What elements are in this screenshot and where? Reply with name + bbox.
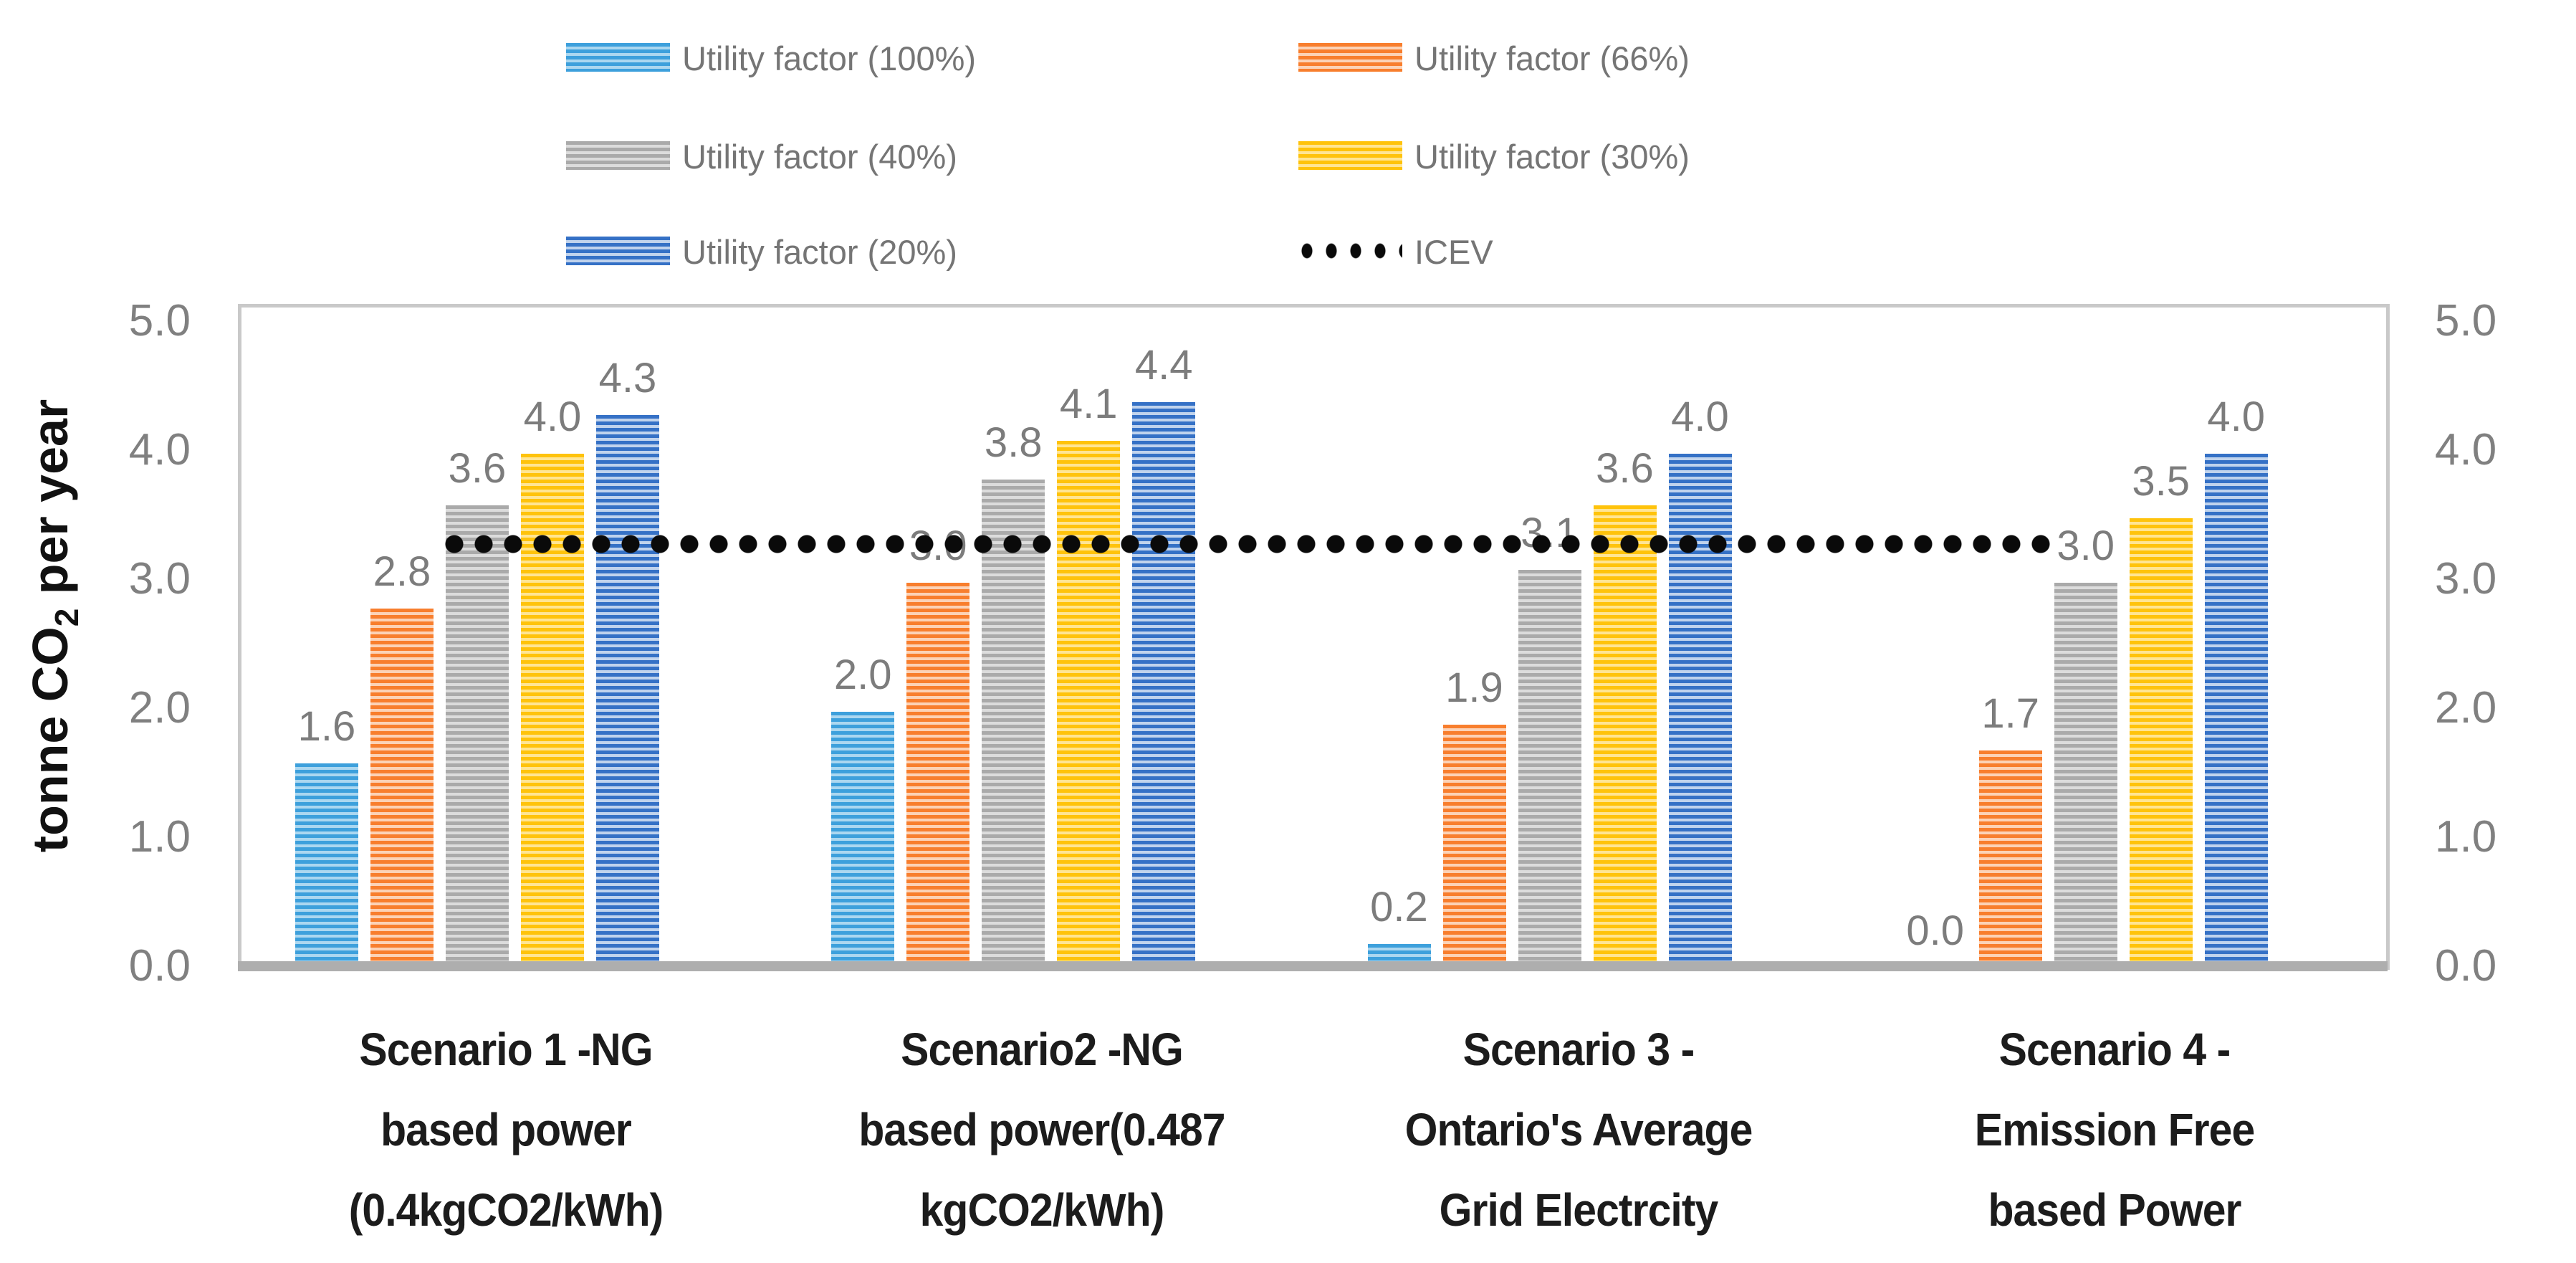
y-axis-title-subscript: 2 xyxy=(48,608,85,627)
bar-utility-factor-20-scenario-1 xyxy=(596,415,659,970)
y-tick-label-left-5.0: 5.0 xyxy=(128,296,191,345)
data-label-utility-factor-30-scenario-1: 4.0 xyxy=(523,394,582,440)
legend-label: ICEV xyxy=(1414,233,1493,271)
data-label-utility-factor-20-scenario-3: 4.0 xyxy=(1671,394,1729,440)
legend-label: Utility factor (40%) xyxy=(682,138,957,176)
legend-label: Utility factor (66%) xyxy=(1414,39,1690,77)
y-tick-label-left-4.0: 4.0 xyxy=(128,425,191,475)
bar-group-scenario-2: 2.03.03.84.14.4 xyxy=(777,308,1313,970)
data-label-utility-factor-30-scenario-4: 3.5 xyxy=(2132,458,2190,505)
bar-utility-factor-40-scenario-2 xyxy=(982,480,1045,970)
legend-label: Utility factor (20%) xyxy=(682,233,957,271)
bar-utility-factor-20-scenario-3 xyxy=(1668,454,1732,970)
bar-utility-factor-30-scenario-1 xyxy=(521,454,584,970)
data-label-utility-factor-100-scenario-2: 2.0 xyxy=(833,652,892,698)
category-label-line: Ontario's Average xyxy=(1404,1104,1753,1155)
category-label-line: based power xyxy=(380,1104,632,1155)
data-label-utility-factor-66-scenario-3: 1.9 xyxy=(1445,664,1503,711)
y-tick-label-right-2.0: 2.0 xyxy=(2435,683,2497,733)
bar-utility-factor-40-scenario-4 xyxy=(2054,583,2117,970)
category-label-line: Emission Free xyxy=(1974,1104,2255,1155)
y-tick-label-right-5.0: 5.0 xyxy=(2435,296,2497,345)
bar-utility-factor-30-scenario-3 xyxy=(1593,505,1657,970)
category-label-line: based Power xyxy=(1988,1184,2241,1236)
data-label-utility-factor-100-scenario-4: 0.0 xyxy=(1906,907,1965,954)
data-label-utility-factor-40-scenario-4: 3.0 xyxy=(2057,523,2115,569)
data-label-utility-factor-100-scenario-1: 1.6 xyxy=(297,703,356,750)
bar-utility-factor-40-scenario-3 xyxy=(1518,570,1581,970)
x-axis-line xyxy=(238,961,2388,971)
category-label-line: (0.4kgCO2/kWh) xyxy=(348,1184,664,1236)
legend-label: Utility factor (100%) xyxy=(682,39,977,77)
data-label-utility-factor-40-scenario-1: 3.6 xyxy=(448,445,507,492)
bar-utility-factor-40-scenario-1 xyxy=(446,505,509,970)
legend-swatch xyxy=(566,43,670,72)
legend-swatch xyxy=(1298,141,1402,170)
data-label-utility-factor-20-scenario-4: 4.0 xyxy=(2207,394,2266,440)
data-label-utility-factor-20-scenario-1: 4.3 xyxy=(598,355,657,401)
y-tick-label-left-2.0: 2.0 xyxy=(128,683,191,733)
category-label-scenario-2: Scenario2 -NG based power(0.487 kgCO2/kWh) xyxy=(759,1009,1326,1250)
data-label-utility-factor-20-scenario-2: 4.4 xyxy=(1134,342,1193,389)
plot-area: 1.62.83.64.04.32.03.03.84.14.40.21.93.13… xyxy=(238,304,2390,970)
bar-group-scenario-1: 1.6 2.8 3.6 4.0 4.3 xyxy=(241,308,777,970)
bar-utility-factor-66-scenario-4 xyxy=(1978,750,2042,970)
data-label-utility-factor-30-scenario-3: 3.6 xyxy=(1596,445,1654,492)
category-label-line: Scenario 1 -NG xyxy=(359,1024,653,1075)
y-tick-label-left-3.0: 3.0 xyxy=(128,554,191,604)
y-tick-label-left-0.0: 0.0 xyxy=(128,941,191,991)
category-label-line: based power(0.487 xyxy=(858,1104,1226,1155)
legend-swatch xyxy=(1298,43,1402,72)
bar-utility-factor-30-scenario-4 xyxy=(2129,518,2193,970)
y-tick-label-right-1.0: 1.0 xyxy=(2435,812,2497,862)
data-label-utility-factor-40-scenario-2: 3.8 xyxy=(984,419,1043,466)
category-label-scenario-3: Scenario 3 - Ontario's Average Grid Electr… xyxy=(1295,1009,1862,1250)
bar-utility-factor-100-scenario-1 xyxy=(295,763,358,970)
legend-dotted-line-marker xyxy=(1298,237,1402,265)
data-label-utility-factor-66-scenario-1: 2.8 xyxy=(373,548,431,595)
legend-label: Utility factor (30%) xyxy=(1414,138,1690,176)
category-label-scenario-1: Scenario 1 -NG based power (0.4kgCO2/kWh) xyxy=(223,1009,790,1250)
y-tick-label-right-4.0: 4.0 xyxy=(2435,425,2497,475)
category-label-scenario-4: Scenario 4 - Emission Free based Power xyxy=(1831,1009,2398,1250)
bar-utility-factor-66-scenario-3 xyxy=(1442,725,1506,970)
category-label-line: Scenario2 -NG xyxy=(901,1024,1184,1075)
data-label-utility-factor-30-scenario-2: 4.1 xyxy=(1059,381,1118,427)
data-label-utility-factor-66-scenario-4: 1.7 xyxy=(1981,690,2040,737)
category-label-line: Scenario 3 - xyxy=(1462,1024,1695,1075)
legend-swatch xyxy=(566,237,670,265)
bar-utility-factor-100-scenario-2 xyxy=(831,712,895,970)
bar-utility-factor-66-scenario-2 xyxy=(906,583,970,970)
data-label-utility-factor-100-scenario-3: 0.2 xyxy=(1370,884,1428,930)
category-label-line: Scenario 4 - xyxy=(1998,1024,2231,1075)
bar-utility-factor-66-scenario-1 xyxy=(370,609,434,970)
y-tick-label-left-1.0: 1.0 xyxy=(128,812,191,862)
icev-reference-line xyxy=(445,535,2057,553)
y-tick-label-right-3.0: 3.0 xyxy=(2435,554,2497,604)
bar-utility-factor-30-scenario-2 xyxy=(1057,441,1121,970)
category-label-line: kgCO2/kWh) xyxy=(919,1184,1165,1236)
bar-utility-factor-20-scenario-4 xyxy=(2204,454,2268,970)
bar-group-scenario-3: 0.2 1.9 3.1 3.6 4.0 xyxy=(1314,308,1850,970)
legend-swatch xyxy=(566,141,670,170)
bar-group-scenario-4: 0.0 1.7 3.0 3.5 4.0 xyxy=(1850,308,2386,970)
bar-utility-factor-20-scenario-2 xyxy=(1132,402,1196,970)
category-label-line: Grid Electrcity xyxy=(1439,1184,1718,1236)
y-tick-label-right-0.0: 0.0 xyxy=(2435,941,2497,991)
